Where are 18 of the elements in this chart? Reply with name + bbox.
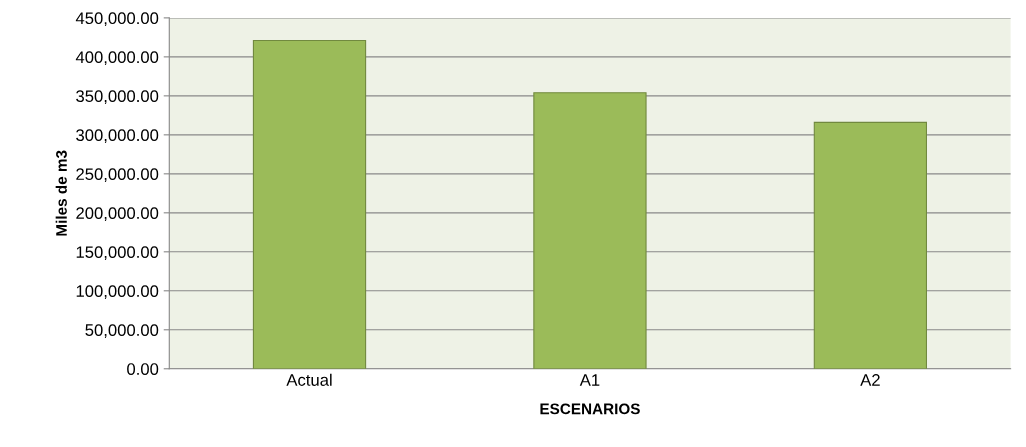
y-tick-label: 300,000.00 <box>76 129 159 144</box>
y-tick-label: 350,000.00 <box>76 90 159 105</box>
x-tick-label: Actual <box>286 373 332 386</box>
y-tick-label: 0.00 <box>127 363 159 375</box>
x-axis-title: ESCENARIOS <box>540 403 640 415</box>
y-tick-label: 250,000.00 <box>76 168 159 183</box>
y-tick-label: 100,000.00 <box>76 285 159 299</box>
x-tick-label: A2 <box>860 374 880 386</box>
bar <box>813 121 928 369</box>
y-tick-label: 150,000.00 <box>76 246 159 260</box>
y-tick-label: 450,000.00 <box>75 12 159 27</box>
y-tick-label: 50,000.00 <box>85 324 159 338</box>
y-tick-label: 200,000.00 <box>76 207 159 221</box>
y-axis-title: Miles de m3 <box>55 150 67 236</box>
y-tick-label: 400,000.00 <box>75 51 159 66</box>
bar <box>252 39 367 369</box>
x-tick-label: A1 <box>579 374 600 386</box>
bar <box>533 92 647 369</box>
